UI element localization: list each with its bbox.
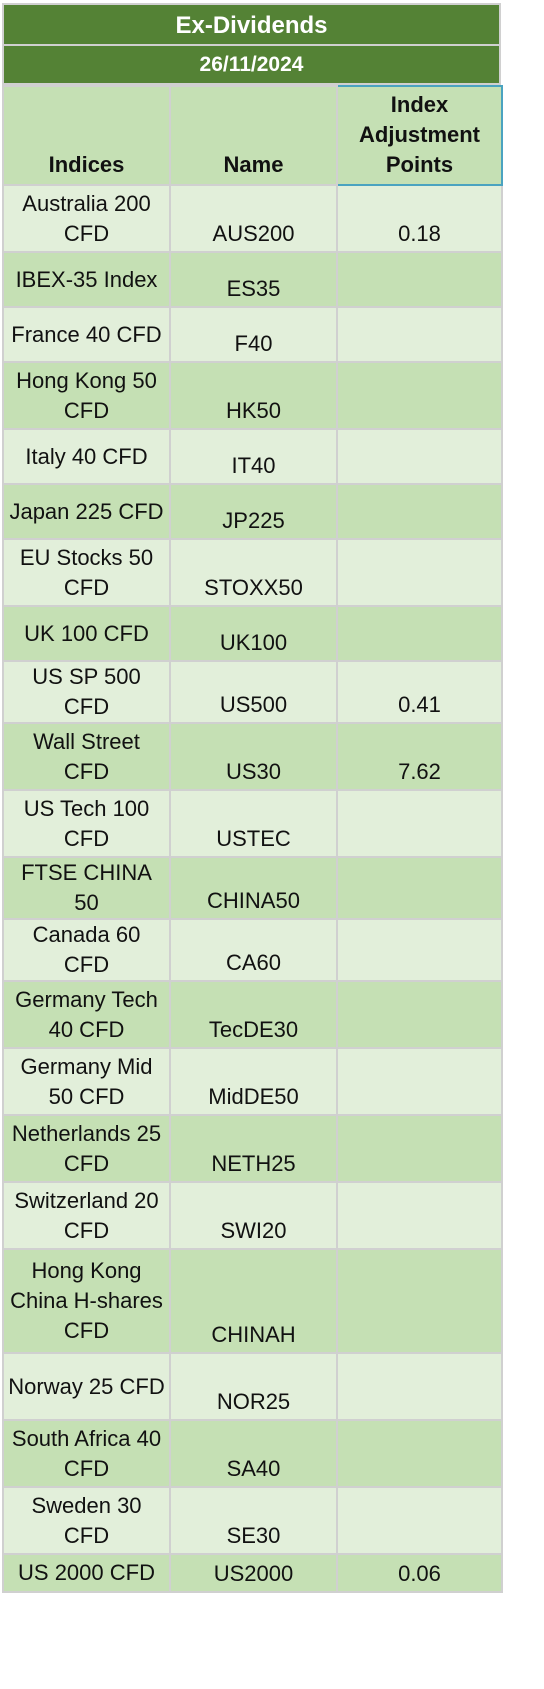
cell-name[interactable]: SWI20	[169, 1181, 338, 1250]
cell-index[interactable]: FTSE CHINA 50	[2, 856, 171, 920]
header-name: Name	[169, 85, 338, 186]
cell-adjustment-points[interactable]	[336, 483, 503, 540]
cell-adjustment-points[interactable]	[336, 918, 503, 982]
cell-name[interactable]: CA60	[169, 918, 338, 982]
cell-index[interactable]: Italy 40 CFD	[2, 428, 171, 485]
cell-adjustment-points[interactable]: 0.18	[336, 184, 503, 253]
cell-index[interactable]: US 2000 CFD	[2, 1553, 171, 1593]
header-adjustment-points[interactable]: Index Adjustment Points	[336, 85, 503, 186]
sheet-date: 26/11/2024	[2, 46, 501, 85]
cell-name[interactable]: TecDE30	[169, 980, 338, 1049]
cell-adjustment-points[interactable]	[336, 980, 503, 1049]
cell-adjustment-points[interactable]	[336, 1047, 503, 1116]
sheet-title: Ex-Dividends	[2, 3, 501, 46]
cell-index[interactable]: UK 100 CFD	[2, 605, 171, 662]
table-row: Germany Mid 50 CFD MidDE50	[2, 1047, 503, 1116]
table-row: Germany Tech 40 CFD TecDE30	[2, 980, 503, 1049]
cell-adjustment-points[interactable]	[336, 306, 503, 363]
cell-index[interactable]: Germany Tech 40 CFD	[2, 980, 171, 1049]
cell-index[interactable]: Switzerland 20 CFD	[2, 1181, 171, 1250]
cell-index[interactable]: Hong Kong China H-shares CFD	[2, 1248, 171, 1354]
cell-adjustment-points[interactable]: 0.41	[336, 660, 503, 724]
cell-adjustment-points[interactable]: 0.06	[336, 1553, 503, 1593]
cell-index[interactable]: Norway 25 CFD	[2, 1352, 171, 1421]
ex-dividends-sheet: Ex-Dividends 26/11/2024 Indices Name Ind…	[2, 3, 503, 1593]
cell-index[interactable]: IBEX-35 Index	[2, 251, 171, 308]
cell-adjustment-points[interactable]	[336, 605, 503, 662]
cell-adjustment-points[interactable]	[336, 1114, 503, 1183]
table-row: Australia 200 CFD AUS200 0.18	[2, 184, 503, 253]
table-row: Wall Street CFD US30 7.62	[2, 722, 503, 791]
table-body: Australia 200 CFD AUS200 0.18 IBEX-35 Index…	[2, 184, 503, 1593]
cell-name[interactable]: MidDE50	[169, 1047, 338, 1116]
table-row: FTSE CHINA 50 CHINA50	[2, 856, 503, 920]
cell-name[interactable]: US500	[169, 660, 338, 724]
cell-name[interactable]: HK50	[169, 361, 338, 430]
cell-index[interactable]: France 40 CFD	[2, 306, 171, 363]
cell-name[interactable]: F40	[169, 306, 338, 363]
table-row: EU Stocks 50 CFD STOXX50	[2, 538, 503, 607]
table-row: IBEX-35 Index ES35	[2, 251, 503, 308]
cell-index[interactable]: US Tech 100 CFD	[2, 789, 171, 858]
cell-name[interactable]: US2000	[169, 1553, 338, 1593]
cell-adjustment-points[interactable]	[336, 1486, 503, 1555]
table-row: Switzerland 20 CFD SWI20	[2, 1181, 503, 1250]
cell-name[interactable]: SE30	[169, 1486, 338, 1555]
table-row: US 2000 CFD US2000 0.06	[2, 1553, 503, 1593]
cell-index[interactable]: Hong Kong 50 CFD	[2, 361, 171, 430]
cell-adjustment-points[interactable]	[336, 856, 503, 920]
cell-adjustment-points[interactable]	[336, 1181, 503, 1250]
cell-index[interactable]: Sweden 30 CFD	[2, 1486, 171, 1555]
table-row: Norway 25 CFD NOR25	[2, 1352, 503, 1421]
cell-adjustment-points[interactable]	[336, 251, 503, 308]
cell-name[interactable]: SA40	[169, 1419, 338, 1488]
cell-index[interactable]: South Africa 40 CFD	[2, 1419, 171, 1488]
cell-adjustment-points[interactable]	[336, 428, 503, 485]
cell-name[interactable]: JP225	[169, 483, 338, 540]
cell-adjustment-points[interactable]	[336, 789, 503, 858]
table-row: Hong Kong China H-shares CFD CHINAH	[2, 1248, 503, 1354]
header-row: Indices Name Index Adjustment Points	[2, 85, 503, 186]
table-row: UK 100 CFD UK100	[2, 605, 503, 662]
cell-name[interactable]: AUS200	[169, 184, 338, 253]
cell-index[interactable]: Canada 60 CFD	[2, 918, 171, 982]
cell-name[interactable]: UK100	[169, 605, 338, 662]
cell-index[interactable]: US SP 500 CFD	[2, 660, 171, 724]
cell-adjustment-points[interactable]	[336, 1248, 503, 1354]
table-row: Netherlands 25 CFD NETH25	[2, 1114, 503, 1183]
table-row: Japan 225 CFD JP225	[2, 483, 503, 540]
table-row: US Tech 100 CFD USTEC	[2, 789, 503, 858]
cell-index[interactable]: Netherlands 25 CFD	[2, 1114, 171, 1183]
table-row: Sweden 30 CFD SE30	[2, 1486, 503, 1555]
cell-name[interactable]: STOXX50	[169, 538, 338, 607]
table-row: France 40 CFD F40	[2, 306, 503, 363]
header-indices: Indices	[2, 85, 171, 186]
cell-name[interactable]: CHINA50	[169, 856, 338, 920]
cell-name[interactable]: US30	[169, 722, 338, 791]
table-row: Hong Kong 50 CFD HK50	[2, 361, 503, 430]
table-row: US SP 500 CFD US500 0.41	[2, 660, 503, 724]
cell-index[interactable]: Wall Street CFD	[2, 722, 171, 791]
dividends-table: Indices Name Index Adjustment Points Aus…	[2, 85, 503, 1593]
cell-index[interactable]: Japan 225 CFD	[2, 483, 171, 540]
cell-index[interactable]: EU Stocks 50 CFD	[2, 538, 171, 607]
cell-name[interactable]: ES35	[169, 251, 338, 308]
cell-name[interactable]: NOR25	[169, 1352, 338, 1421]
table-row: South Africa 40 CFD SA40	[2, 1419, 503, 1488]
cell-adjustment-points[interactable]	[336, 1352, 503, 1421]
cell-name[interactable]: IT40	[169, 428, 338, 485]
cell-name[interactable]: CHINAH	[169, 1248, 338, 1354]
table-row: Italy 40 CFD IT40	[2, 428, 503, 485]
cell-name[interactable]: NETH25	[169, 1114, 338, 1183]
cell-adjustment-points[interactable]	[336, 361, 503, 430]
cell-index[interactable]: Germany Mid 50 CFD	[2, 1047, 171, 1116]
cell-adjustment-points[interactable]: 7.62	[336, 722, 503, 791]
table-row: Canada 60 CFD CA60	[2, 918, 503, 982]
cell-adjustment-points[interactable]	[336, 538, 503, 607]
cell-index[interactable]: Australia 200 CFD	[2, 184, 171, 253]
cell-adjustment-points[interactable]	[336, 1419, 503, 1488]
cell-name[interactable]: USTEC	[169, 789, 338, 858]
